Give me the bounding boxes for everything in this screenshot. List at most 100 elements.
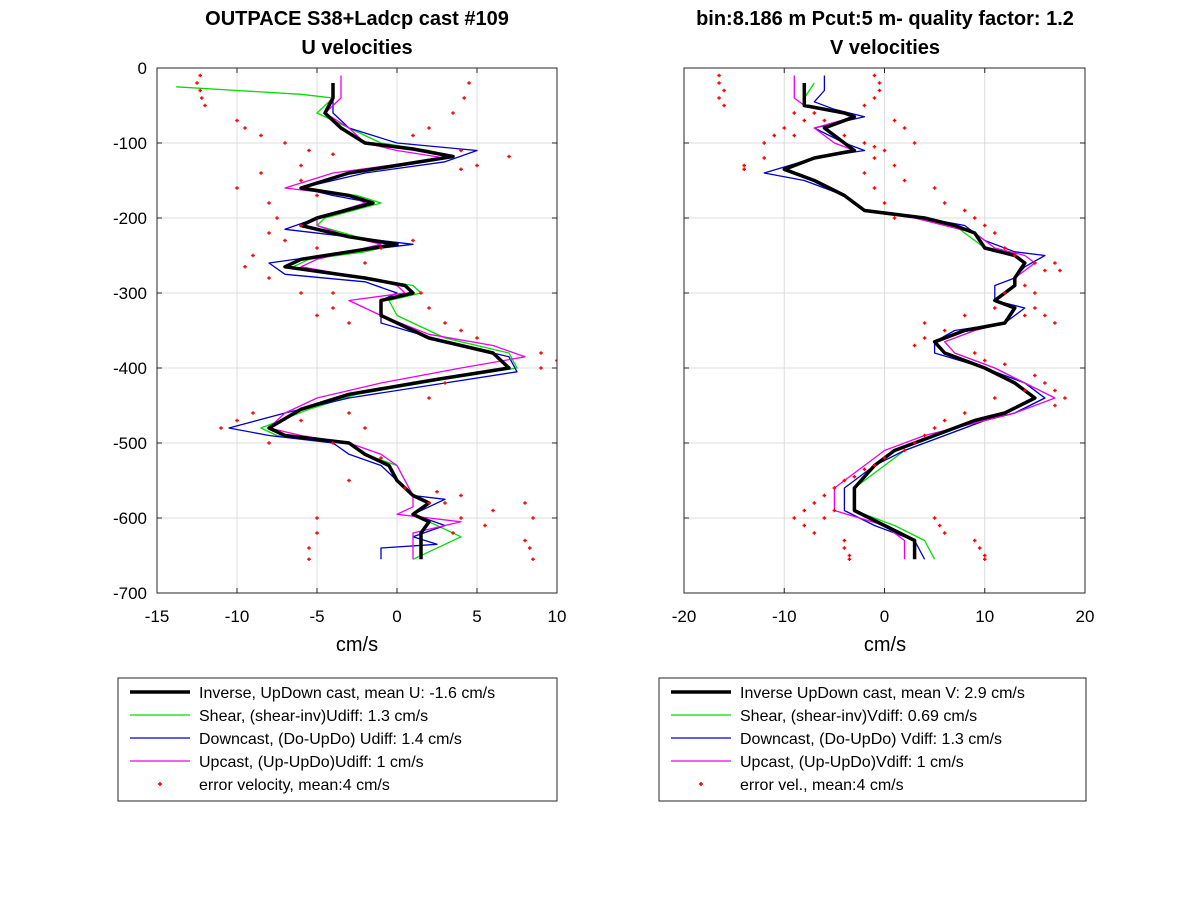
error-point (459, 167, 463, 172)
error-point (203, 103, 207, 108)
v-y-ticks (684, 67, 1085, 594)
error-point (379, 246, 383, 250)
legend-label: Upcast, (Up-UpDo)Udiff: 1 cm/s (199, 754, 424, 771)
error-point (267, 201, 271, 205)
v-series-group (763, 75, 1056, 560)
error-point (523, 538, 527, 543)
error-point (842, 546, 847, 550)
legend-label: Downcast, (Do-UpDo) Vdiff: 1.3 cm/s (740, 731, 1002, 748)
u-axes-box (156, 67, 558, 594)
error-point (762, 141, 766, 145)
u-grid (156, 67, 558, 594)
legend-label: error velocity, mean:4 cm/s (199, 777, 390, 794)
error-point (235, 418, 239, 423)
error-point (982, 358, 987, 363)
error-point (822, 493, 827, 498)
error-point (1063, 396, 1067, 400)
error-point (523, 501, 527, 505)
error-point (347, 321, 351, 325)
error-point (299, 291, 303, 295)
y-tick-label: 0 (138, 59, 147, 78)
v-error-points (717, 73, 1067, 562)
legend-swatch (158, 782, 162, 786)
error-point (862, 467, 867, 472)
error-point (299, 418, 303, 423)
error-point (847, 553, 852, 558)
error-point (539, 351, 543, 355)
y-tick-label: -100 (113, 134, 147, 153)
x-tick-label: 0 (392, 607, 401, 626)
error-point (475, 163, 479, 168)
v-plot-clip-group (717, 73, 1067, 562)
u-legend-box (117, 677, 558, 802)
error-point (507, 154, 511, 159)
error-point (1053, 261, 1057, 265)
error-point (792, 111, 797, 115)
error-point (942, 328, 947, 333)
v-legend-box (658, 677, 1087, 802)
y-tick-label: -700 (113, 584, 147, 603)
error-point (307, 546, 311, 550)
error-point (427, 501, 431, 505)
error-point (427, 306, 431, 310)
error-point (892, 118, 897, 123)
error-point (331, 152, 335, 157)
error-point (1023, 313, 1027, 318)
error-point (802, 508, 807, 513)
error-point (462, 96, 466, 100)
u-chart-subtitle: U velocities (301, 37, 412, 59)
u-x-axis-label: cm/s (336, 634, 378, 656)
error-point (832, 486, 837, 490)
error-point (331, 291, 335, 295)
y-tick-label: -300 (113, 284, 147, 303)
error-point (198, 88, 202, 93)
error-point (435, 489, 439, 494)
error-point (822, 516, 827, 520)
legend-label: Upcast, (Up-UpDo)Vdiff: 1 cm/s (740, 754, 964, 771)
error-point (198, 73, 202, 78)
error-point (235, 118, 239, 123)
y-tick-label: -500 (113, 434, 147, 453)
error-point (451, 531, 455, 535)
error-point (251, 411, 255, 415)
error-point (200, 96, 204, 100)
error-point (772, 133, 777, 138)
error-point (243, 264, 247, 269)
error-point (531, 516, 535, 520)
error-point (872, 186, 877, 190)
error-point (347, 411, 351, 415)
legend-swatch (699, 782, 703, 786)
error-point (882, 148, 887, 153)
error-point (932, 516, 937, 520)
error-point (1033, 306, 1037, 310)
error-point (812, 501, 817, 505)
error-point (942, 418, 947, 423)
error-point (307, 557, 311, 562)
legend-label: Shear, (shear-inv)Udiff: 1.3 cm/s (199, 708, 428, 725)
error-point (922, 336, 927, 340)
y-tick-label: -600 (113, 509, 147, 528)
error-point (872, 156, 877, 160)
error-point (363, 261, 367, 265)
error-point (235, 186, 239, 190)
error-point (347, 478, 351, 483)
error-point (847, 557, 852, 562)
error-point (1043, 313, 1047, 318)
y-tick-label: -200 (113, 209, 147, 228)
error-point (315, 193, 319, 198)
error-point (792, 516, 797, 520)
error-point (363, 426, 367, 430)
error-point (1043, 381, 1047, 385)
error-point (742, 167, 746, 172)
error-point (307, 148, 311, 153)
u-panel: -15 -10 -5 0 5 10 0 -100 -200 -300 -400 -500 -600 -7… (113, 8, 566, 656)
v-legend: Inverse UpDown cast, mean V: 2.9 cm/s She… (658, 677, 1087, 802)
error-point (912, 343, 917, 348)
error-point (902, 448, 907, 453)
error-point (912, 441, 917, 445)
error-point (812, 531, 817, 535)
error-point (852, 474, 857, 479)
error-point (1003, 246, 1007, 250)
error-point (802, 523, 807, 528)
error-point (882, 201, 887, 205)
